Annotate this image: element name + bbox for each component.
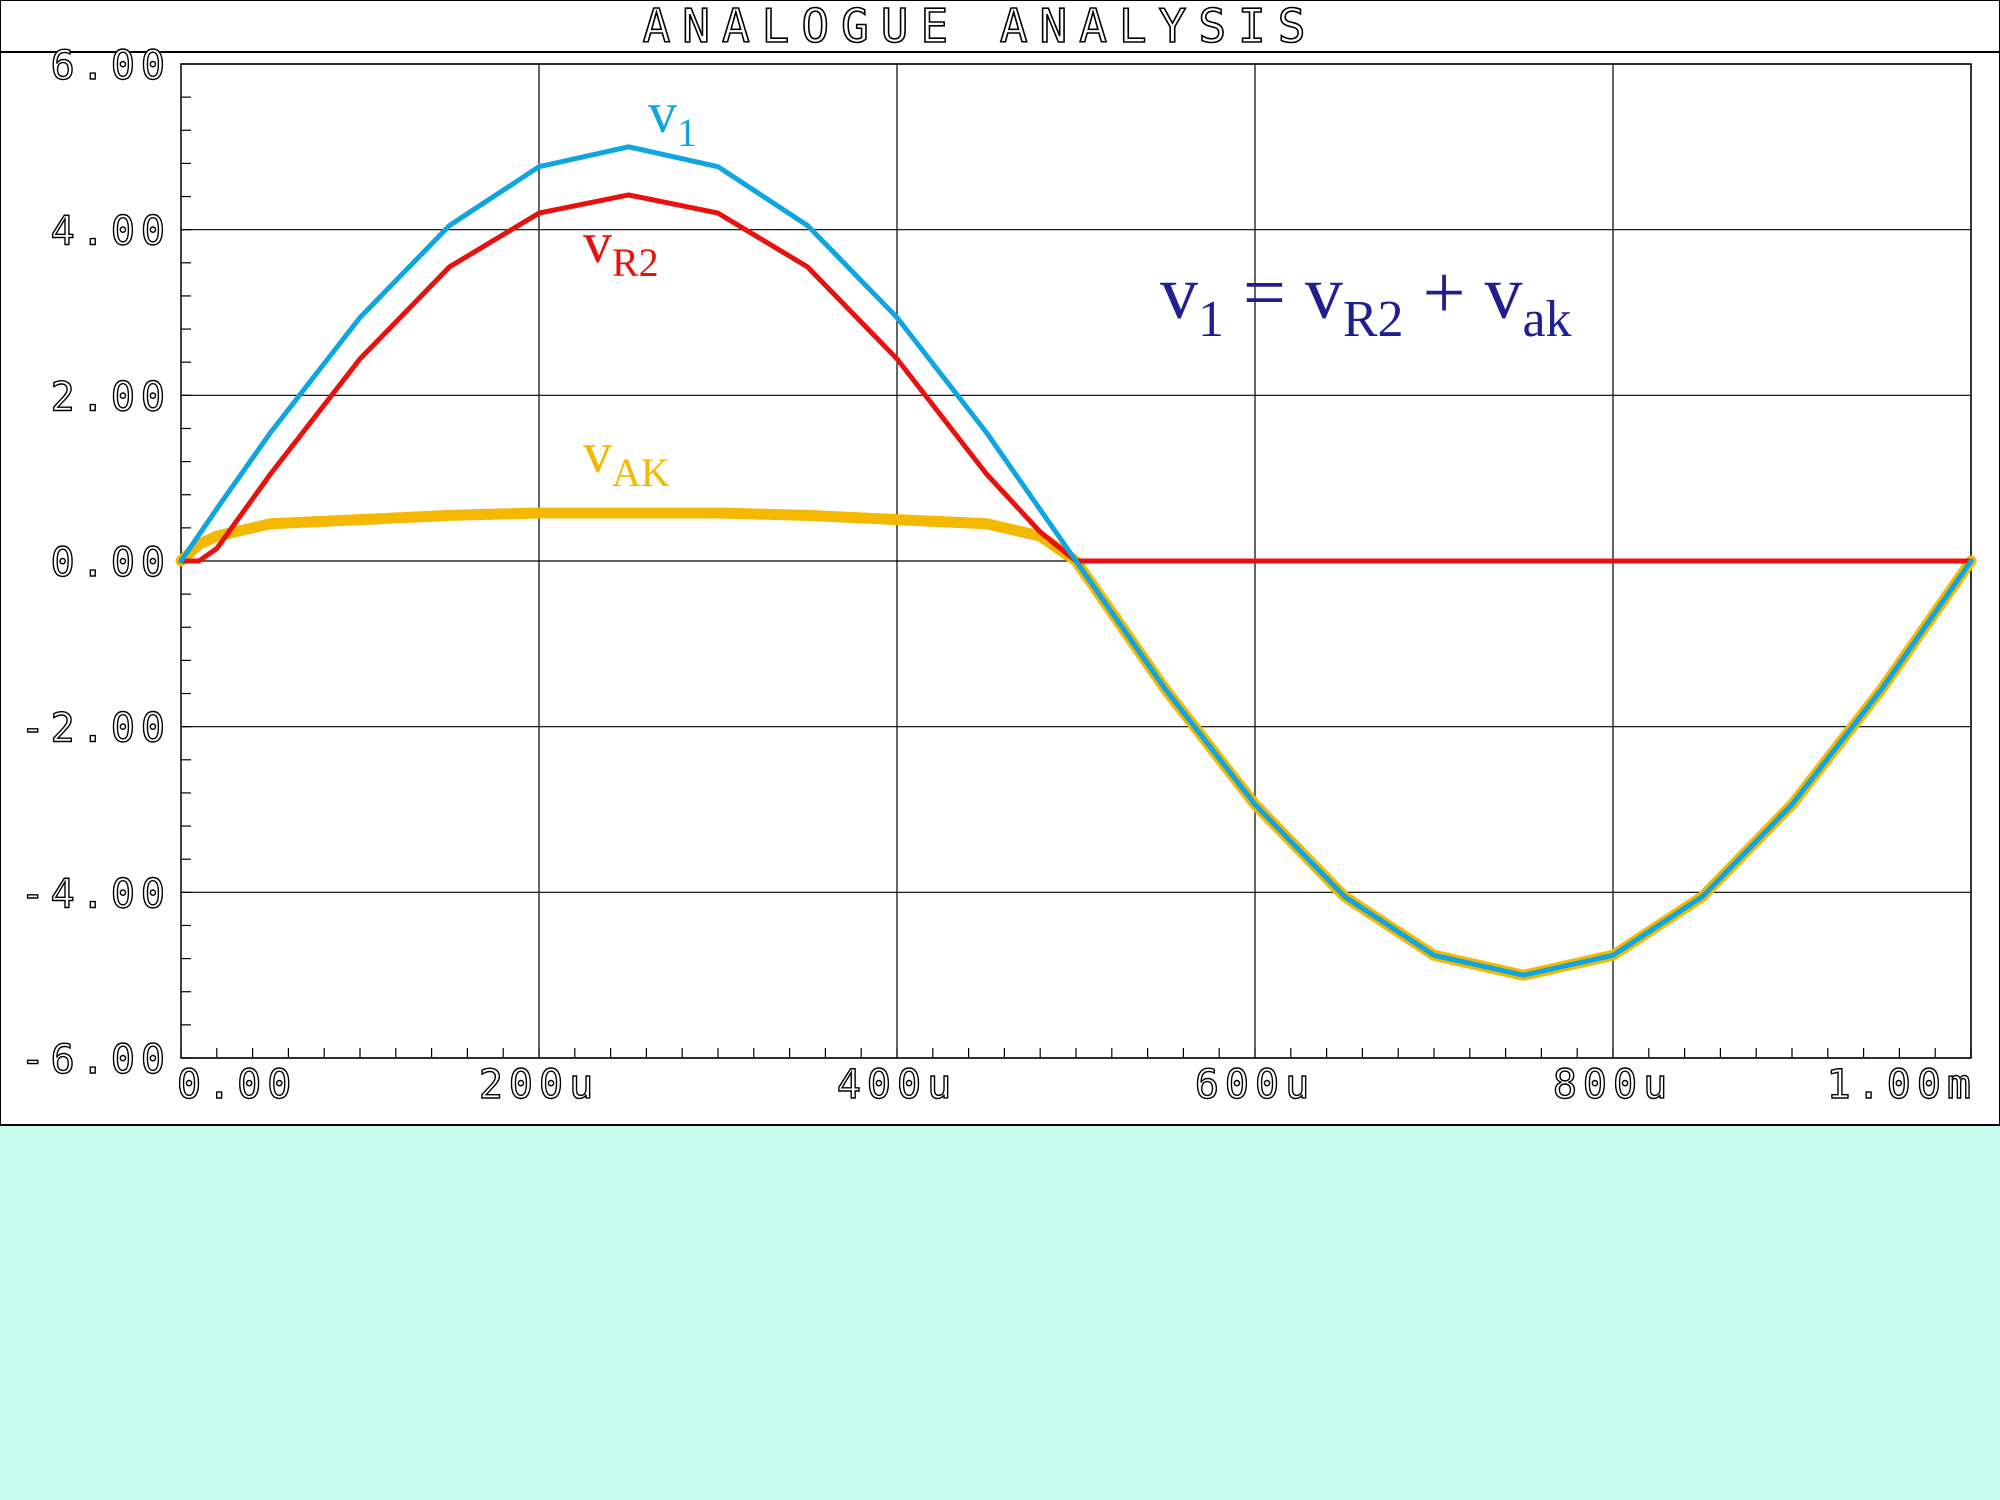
series-lines [175, 144, 1977, 981]
x-tick-label: 200u [479, 1062, 599, 1108]
series-line-vR2 [178, 192, 1974, 564]
equation-subscript: 1 [1198, 291, 1224, 348]
y-tick-label: -2.00 [21, 706, 171, 752]
series-label-vAK: vAK [583, 420, 670, 495]
equation-operator: = [1224, 251, 1305, 335]
series-label-sub: AK [612, 450, 670, 495]
series-label-main: v [648, 80, 677, 145]
equation-annotation: v1 = vR2 + vak [1160, 251, 1572, 348]
x-tick-label: 1.00m [1827, 1062, 1977, 1108]
y-tick-label: 2.00 [51, 374, 171, 420]
x-tick-label: 600u [1195, 1062, 1315, 1108]
series-label-sub: R2 [612, 240, 659, 285]
x-tick-label: 400u [837, 1062, 957, 1108]
equation-variable: v [1484, 251, 1522, 335]
y-tick-labels: 6.00 4.00 2.00 0.00 -2.00 -4.00 -6.00 [20, 42, 171, 1083]
equation-variable: v [1160, 251, 1198, 335]
equation-variable: v [1305, 251, 1343, 335]
y-tick-label: -4.00 [21, 871, 171, 917]
series-label-main: v [583, 420, 612, 485]
y-tick-label: -6.00 [21, 1037, 171, 1083]
equation-subscript: R2 [1343, 291, 1404, 348]
series-line-v1 [178, 144, 1974, 978]
series-label-vR2: vR2 [583, 210, 659, 285]
equation-subscript: ak [1522, 291, 1571, 348]
series-label-main: v [583, 210, 612, 275]
y-tick-label: 6.00 [51, 43, 171, 89]
equation-text: v1 = vR2 + vak [1160, 251, 1572, 348]
x-tick-label: 0.00 [177, 1062, 297, 1108]
y-tick-label: 4.00 [51, 209, 171, 255]
series-label-v1: v1 [648, 80, 697, 155]
axis-ticks [180, 63, 1972, 1059]
y-tick-label: 0.00 [51, 540, 171, 586]
x-tick-label: 800u [1553, 1062, 1673, 1108]
equation-operator: + [1404, 251, 1485, 335]
series-label-sub: 1 [677, 110, 697, 155]
chart-title: ANALOGUE ANALYSIS [643, 0, 1318, 53]
x-tick-labels: 0.00 200u 400u 600u 800u 1.00m [176, 1061, 1977, 1108]
